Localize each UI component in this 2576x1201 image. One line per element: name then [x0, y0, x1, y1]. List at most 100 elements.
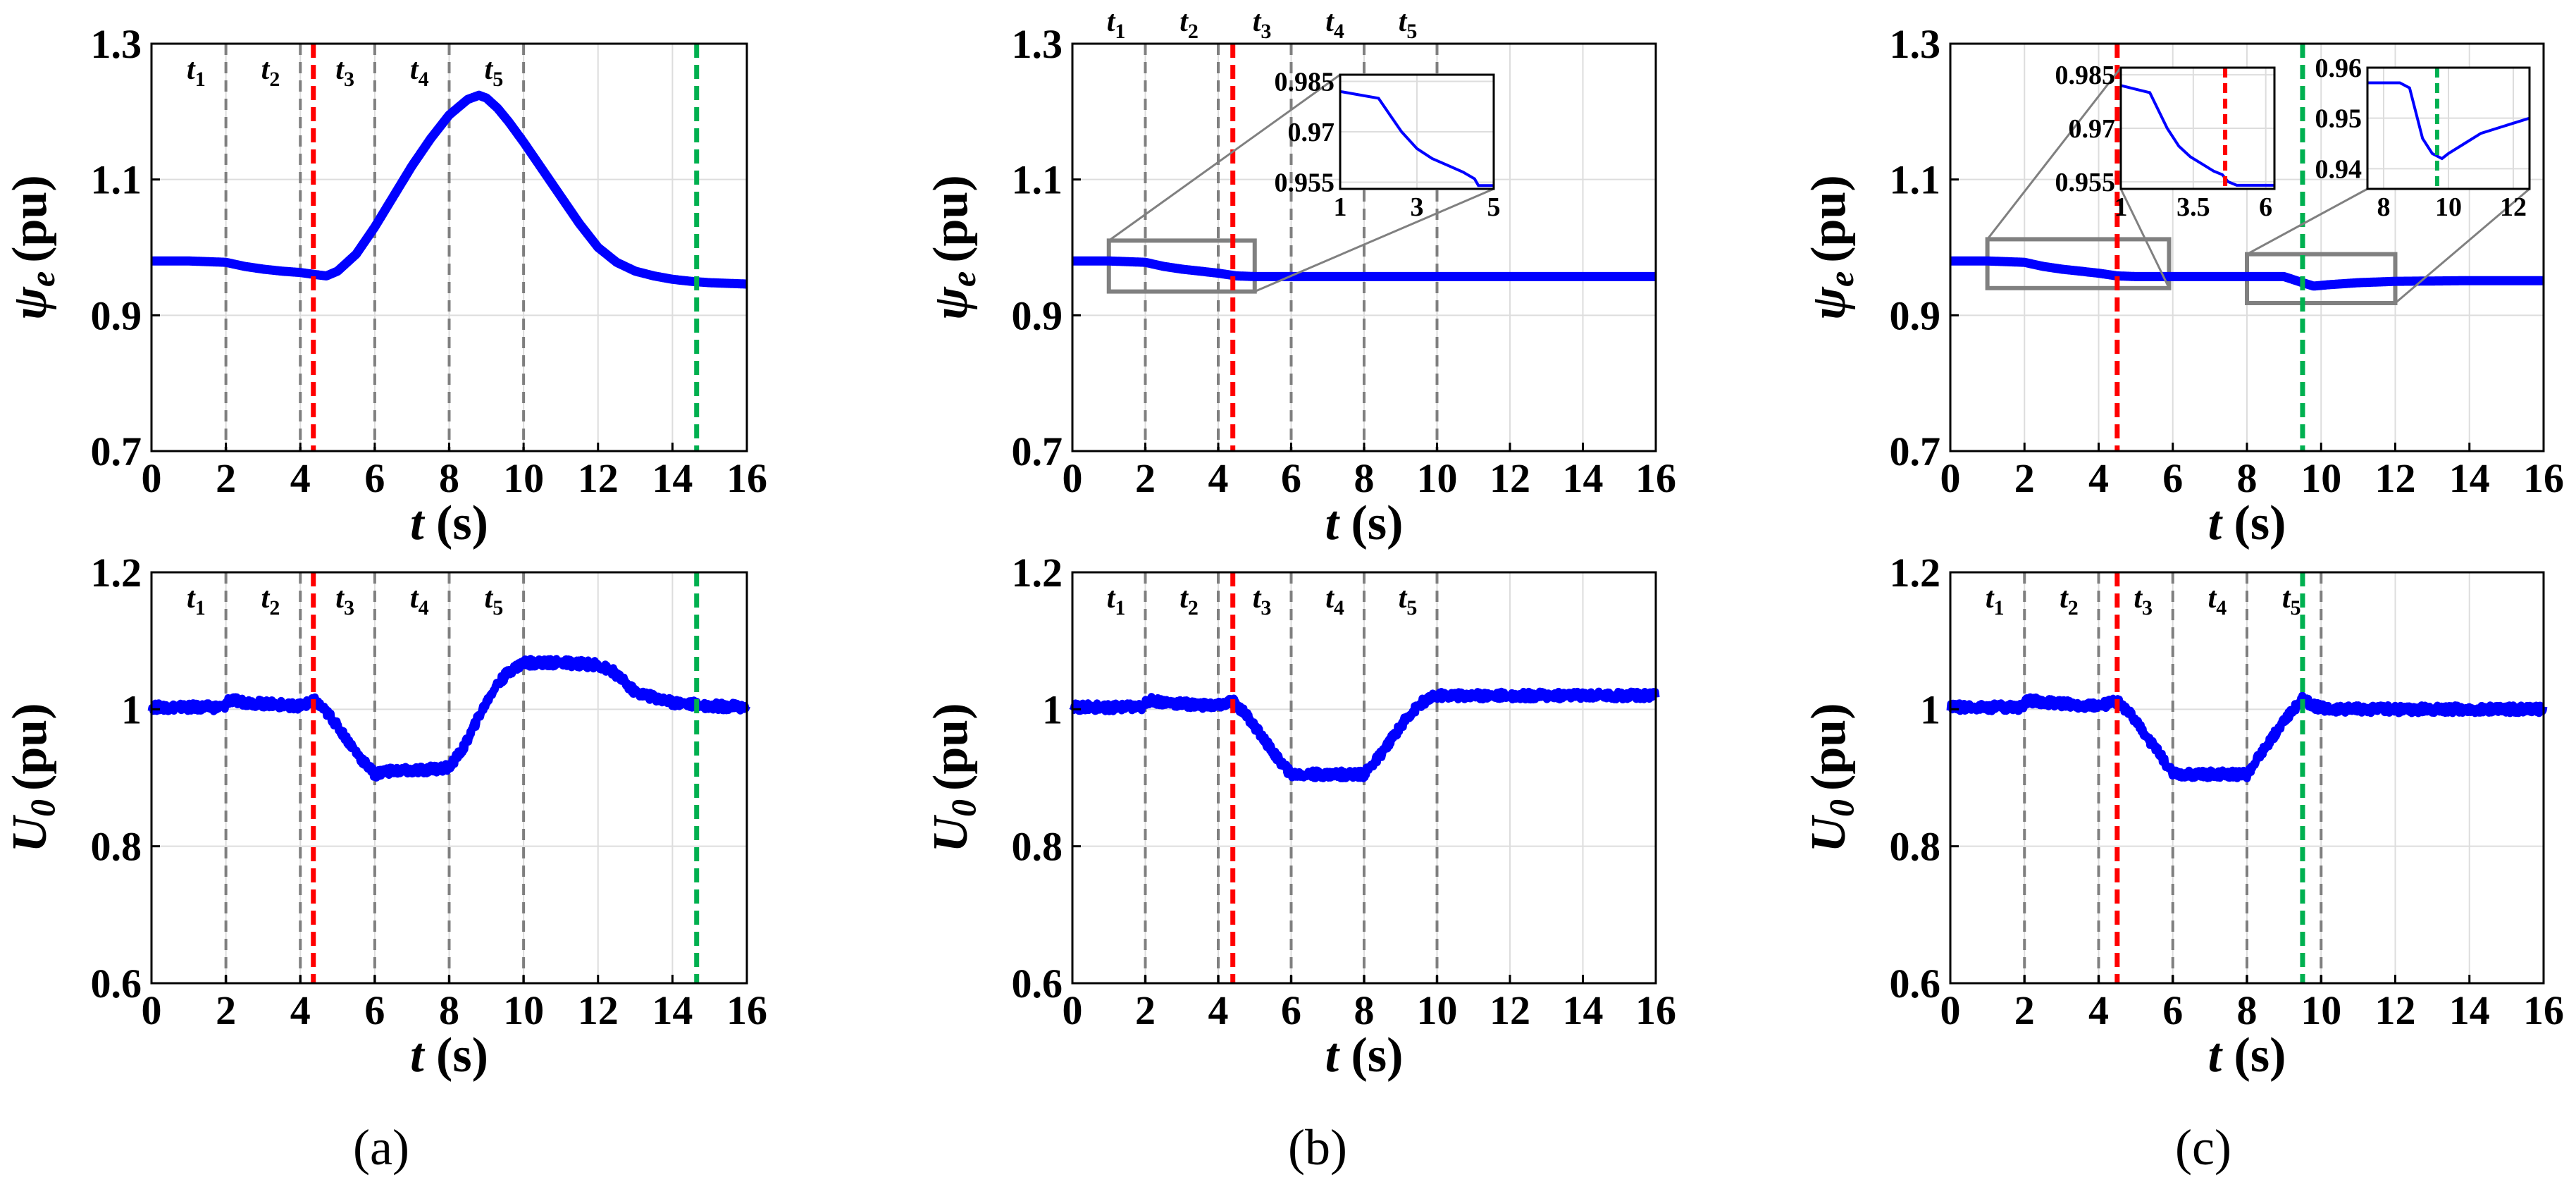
x-axis-label-var: t: [2208, 496, 2234, 550]
x-tick-label: 12: [578, 987, 619, 1033]
x-tick-label: 16: [726, 987, 767, 1033]
inset-x-tick-label: 8: [2377, 192, 2391, 222]
phase-label-subscript: 3: [344, 596, 354, 620]
y-tick-label: 0.6: [1890, 961, 1941, 1006]
chart-b-top: 0 2 4 6 8 10 12 14 160.70.91.11.3t (s)ψe(pu)t1 t2…: [924, 6, 1676, 550]
phase-label-subscript: 5: [1406, 596, 1417, 620]
x-tick-label: 14: [2449, 987, 2490, 1033]
series-line-0: [1068, 256, 1660, 281]
x-tick-label: 12: [2375, 455, 2416, 501]
y-axis-label: U0 (pu): [1802, 703, 1861, 852]
phase-label: t3: [335, 54, 354, 91]
x-axis-label-unit: (s): [1351, 1028, 1404, 1083]
x-tick-label: 0: [1940, 455, 1961, 501]
x-tick-label: 14: [2449, 455, 2490, 501]
x-tick-label: 14: [652, 455, 693, 501]
phase-label: t2: [1179, 582, 1199, 620]
inset-x-tick-label: 1: [2114, 192, 2128, 222]
x-tick-label: 16: [2523, 455, 2564, 501]
y-tick-label: 1: [1042, 686, 1063, 732]
inset-x-tick-label: 6: [2259, 192, 2272, 222]
phase-label-subscript: 5: [1406, 20, 1417, 43]
x-tick-label: 0: [1063, 455, 1083, 501]
inset-x-tick-label: 10: [2435, 192, 2462, 222]
y-axis-label-symbol: ψ: [1802, 286, 1856, 320]
y-tick-label: 0.8: [1890, 824, 1941, 870]
y-tick-label: 1.3: [1012, 21, 1063, 67]
inset-zoom-1: 1 3.5 6 0.955 0.97 0.985: [1986, 61, 2276, 289]
x-axis-label-unit: (s): [1351, 496, 1404, 550]
inset-series-line: [1339, 90, 1494, 187]
x-tick-label: 16: [2523, 987, 2564, 1033]
x-axis-label: t (s): [2208, 496, 2286, 550]
phase-label-subscript: 3: [2142, 596, 2153, 620]
series-line-0: [147, 655, 750, 782]
phase-label: t4: [1325, 582, 1344, 620]
inset-zoom: 1 3 5 0.955 0.97 0.985: [1108, 68, 1501, 292]
x-tick-label: 14: [652, 987, 693, 1033]
y-axis-label: ψe (pu): [924, 175, 983, 319]
x-tick-label: 10: [1417, 455, 1458, 501]
phase-label-subscript: 3: [344, 68, 354, 91]
inset-y-tick-label: 0.97: [1288, 118, 1335, 147]
inset-y-tick-label: 0.955: [1275, 168, 1335, 197]
x-tick-label: 2: [216, 455, 236, 501]
phase-label: t3: [1253, 6, 1272, 43]
y-axis-label-subscript: e: [1821, 271, 1861, 287]
x-axis-label-var: t: [410, 496, 436, 550]
phase-label: t1: [1986, 582, 2005, 620]
inset-y-tick-label: 0.97: [2069, 114, 2116, 144]
y-tick-label: 1.3: [1890, 21, 1941, 67]
y-axis-label-unit: (pu): [3, 175, 57, 262]
y-axis-label: ψe (pu): [1802, 175, 1861, 319]
x-tick-label: 4: [1208, 987, 1229, 1033]
x-tick-label: 2: [2014, 455, 2035, 501]
y-axis-label-subscript: 0: [1821, 799, 1861, 817]
inset-x-tick-label: 12: [2500, 192, 2527, 222]
inset-y-tick-label: 0.96: [2315, 54, 2363, 83]
phase-label: t4: [410, 54, 429, 91]
inset-connector: [2246, 187, 2368, 255]
phase-label: t2: [1179, 6, 1199, 43]
y-tick-label: 0.8: [91, 824, 142, 870]
chart-a-top: 0 2 4 6 8 10 12 14 160.70.91.11.3t (s)ψe(pu)t1 t2…: [3, 21, 767, 550]
y-tick-label: 1.2: [91, 550, 142, 596]
phase-label-subscript: 1: [1993, 596, 2004, 620]
phase-label-subscript: 5: [493, 596, 503, 620]
x-tick-label: 2: [1135, 987, 1156, 1033]
phase-label-subscript: 4: [2216, 596, 2227, 620]
y-tick-label: 1.3: [91, 21, 142, 67]
phase-label-subscript: 3: [1261, 596, 1271, 620]
inset-x-tick-label: 3.5: [2176, 192, 2210, 222]
x-tick-label: 4: [290, 987, 311, 1033]
inset-y-tick-label: 0.94: [2315, 154, 2363, 184]
x-tick-label: 14: [1563, 455, 1604, 501]
inset-connector: [2394, 187, 2530, 304]
series-line-0: [147, 90, 751, 289]
x-axis-label: t (s): [1325, 1028, 1404, 1083]
x-tick-label: 10: [503, 455, 544, 501]
inset-connector: [1254, 187, 1494, 292]
inset-y-tick-label: 0.955: [2055, 168, 2116, 197]
x-tick-label: 12: [578, 455, 619, 501]
y-tick-label: 0.7: [91, 429, 142, 474]
x-tick-label: 6: [1281, 455, 1301, 501]
phase-label: t5: [2282, 582, 2301, 620]
y-axis-label-unit: (pu): [924, 703, 978, 790]
x-tick-label: 14: [1563, 987, 1604, 1033]
inset-x-tick-label: 3: [1411, 192, 1424, 222]
y-axis-label: U0 (pu): [3, 703, 62, 852]
x-tick-label: 0: [1940, 987, 1961, 1033]
x-tick-label: 0: [142, 455, 162, 501]
phase-label: t1: [187, 582, 206, 620]
x-tick-label: 0: [142, 987, 162, 1033]
phase-label: t5: [1399, 6, 1418, 43]
phase-label-subscript: 5: [493, 68, 503, 91]
phase-label: t2: [2060, 582, 2079, 620]
inset-y-tick-label: 0.985: [2055, 61, 2116, 90]
phase-label: t3: [2134, 582, 2153, 620]
phase-label: t3: [335, 582, 354, 620]
y-tick-label: 0.8: [1012, 824, 1063, 870]
